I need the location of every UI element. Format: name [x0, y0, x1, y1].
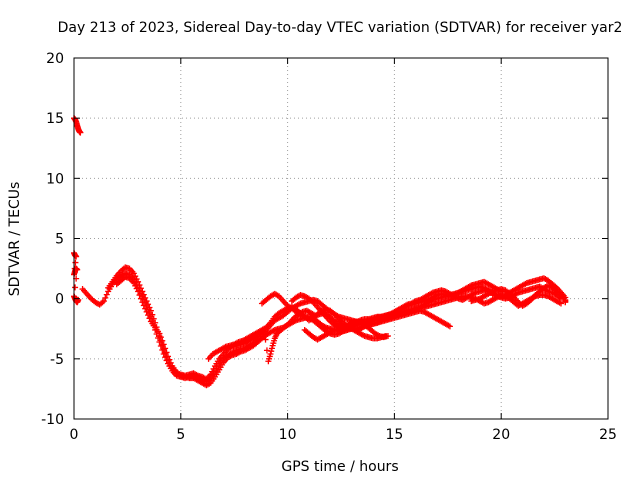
data-point [164, 353, 171, 360]
y-tick-label: -5 [50, 352, 64, 368]
data-point [137, 295, 144, 302]
x-tick-label: 15 [385, 427, 403, 443]
data-point [268, 348, 275, 355]
data-point [446, 323, 453, 330]
data-point [136, 282, 143, 289]
series-track-e [258, 290, 453, 338]
data-point [262, 336, 269, 343]
data-point [140, 302, 147, 309]
x-tick-label: 5 [176, 427, 185, 443]
y-tick-label: 0 [55, 292, 64, 308]
data-point [72, 284, 79, 291]
data-point [102, 294, 109, 301]
y-axis-label: SDTVAR / TECUs [7, 182, 23, 297]
y-tick-label: 20 [46, 51, 64, 67]
data-point [103, 291, 110, 298]
data-point [136, 292, 143, 299]
x-tick-label: 10 [279, 427, 297, 443]
data-point [142, 294, 149, 301]
data-point [157, 334, 164, 341]
data-point [72, 259, 79, 266]
data-point [142, 305, 149, 312]
data-point [74, 266, 81, 273]
y-tick-label: -10 [41, 412, 64, 428]
x-tick-label: 0 [70, 427, 79, 443]
data-point [267, 351, 274, 358]
data-point [562, 299, 569, 306]
y-tick-label: 10 [46, 171, 64, 187]
ticks-layer: 0 5 10 15 20 25 -10 -5 0 5 10 15 20 [41, 51, 617, 443]
data-point [75, 296, 82, 303]
data-point [263, 347, 270, 354]
data-point [160, 341, 167, 348]
x-axis-label: GPS time / hours [281, 459, 398, 475]
data-point [145, 312, 152, 319]
y-tick-label: 5 [55, 232, 64, 248]
series-track-g [301, 324, 389, 343]
chart-title: Day 213 of 2023, Sidereal Day-to-day VTE… [58, 20, 623, 36]
data-point [143, 298, 150, 305]
data-point [77, 129, 84, 136]
data-point [135, 278, 142, 285]
data-point [146, 304, 153, 311]
grid-layer [74, 58, 608, 419]
data-point [558, 300, 565, 307]
data-point [147, 307, 154, 314]
data-points-layer [71, 115, 569, 389]
data-point [156, 330, 163, 337]
data-point [143, 308, 150, 315]
data-point [145, 301, 152, 308]
data-point [100, 298, 107, 305]
x-tick-label: 20 [492, 427, 510, 443]
data-point [159, 337, 166, 344]
data-point [146, 315, 153, 322]
data-point [139, 299, 146, 306]
data-point [261, 325, 268, 332]
data-point [382, 332, 389, 339]
data-point [162, 345, 169, 352]
data-point [163, 349, 170, 356]
x-tick-label: 25 [599, 427, 617, 443]
series-early-mid [71, 249, 82, 306]
data-point [167, 359, 174, 366]
data-point [268, 345, 275, 352]
data-point [166, 356, 173, 363]
y-tick-label: 15 [46, 111, 64, 127]
data-point [135, 288, 142, 295]
series-track-h [468, 282, 569, 309]
